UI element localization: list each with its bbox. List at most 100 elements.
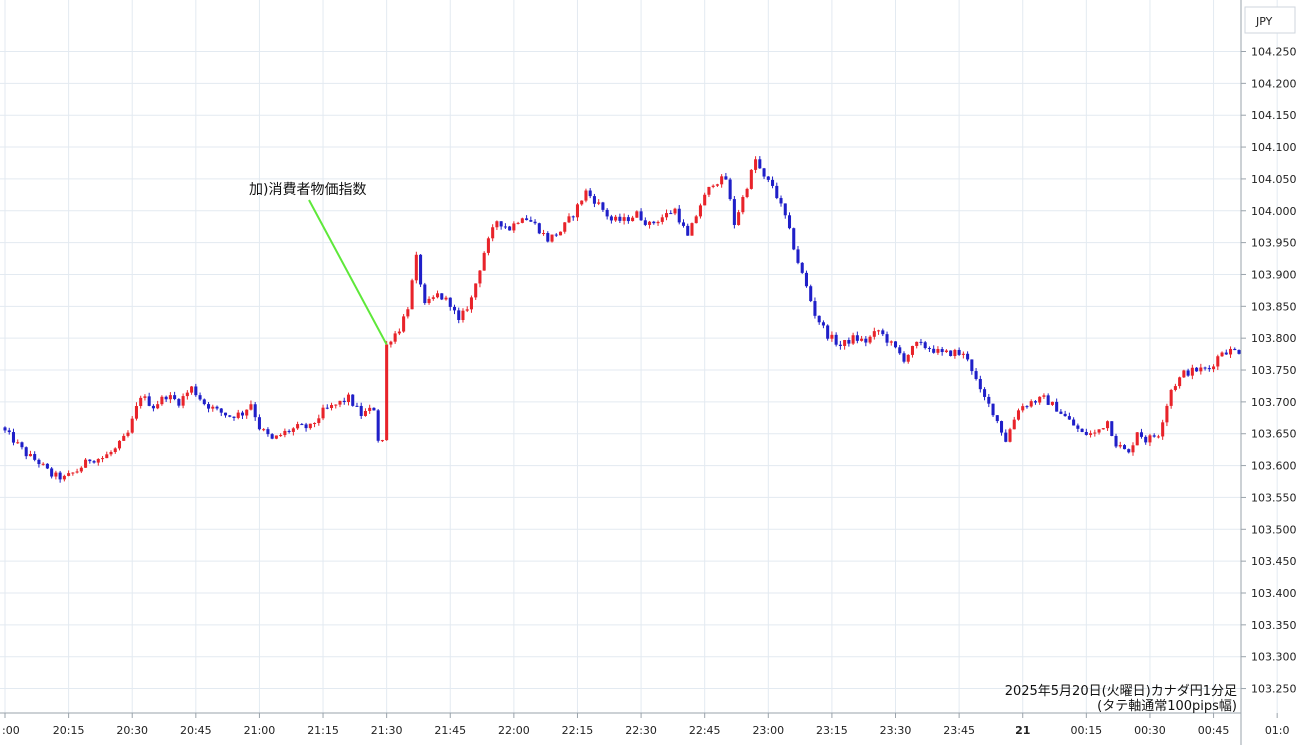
candle-body	[711, 185, 715, 187]
annotation: 加)消費者物価指数	[249, 182, 388, 346]
candle-body	[1016, 410, 1021, 420]
candle-body	[207, 404, 211, 409]
candle-body	[283, 430, 287, 436]
price-tick-label: 103.400	[1251, 587, 1297, 600]
candle-body	[703, 194, 707, 206]
candle-body	[296, 424, 300, 429]
time-tick-label: 21:45	[434, 724, 466, 737]
candle-body	[868, 336, 872, 343]
candle-body	[11, 432, 16, 443]
price-tick-label: 103.650	[1251, 428, 1297, 441]
time-tick-label: 20:45	[180, 724, 212, 737]
candle-body	[1122, 445, 1127, 450]
candle-body	[3, 427, 7, 431]
candle-body	[351, 394, 355, 406]
caption-line-2: (タテ軸通常100pips幅)	[1097, 699, 1237, 714]
horizontal-grid	[0, 51, 1241, 690]
candle-body	[101, 458, 105, 460]
time-tick-label: 23:30	[880, 724, 912, 737]
candle-body	[754, 159, 758, 170]
candle-body	[181, 396, 185, 406]
candle-body	[940, 349, 944, 353]
candle-body	[809, 286, 813, 302]
candle-body	[1233, 348, 1237, 351]
candle-body	[20, 442, 24, 448]
candle-body	[758, 159, 762, 169]
price-tick-label: 104.050	[1251, 173, 1297, 186]
candle-body	[28, 454, 32, 457]
candle-body	[198, 395, 202, 400]
candle-body	[1072, 419, 1076, 426]
candle-body	[597, 202, 601, 204]
candle-body	[860, 338, 864, 341]
candle-body	[79, 467, 83, 472]
candle-body	[406, 309, 410, 317]
candle-body	[1135, 432, 1139, 446]
candle-body	[537, 223, 541, 234]
time-tick-label: 22:45	[689, 724, 721, 737]
candle-body	[834, 334, 838, 345]
time-tick-label: 00:45	[1198, 724, 1230, 737]
candle-body	[953, 349, 957, 357]
candle-body	[219, 408, 223, 413]
candle-body	[215, 406, 219, 409]
candle-body	[113, 448, 117, 453]
candle-body	[766, 176, 770, 180]
candle-body	[478, 270, 482, 284]
candle-body	[465, 309, 469, 311]
candle-body	[936, 349, 940, 353]
candle-body	[1114, 435, 1118, 447]
candle-body	[949, 350, 953, 357]
candle-body	[177, 399, 181, 406]
candle-body	[385, 344, 389, 441]
candles	[3, 156, 1241, 483]
candle-body	[974, 371, 978, 379]
unit-label: JPY	[1255, 15, 1273, 28]
price-tick-label: 103.500	[1251, 523, 1297, 536]
candle-body	[410, 280, 414, 310]
candle-body	[1012, 419, 1016, 430]
candle-body	[143, 396, 147, 398]
candle-body	[516, 222, 520, 224]
candle-body	[796, 249, 800, 263]
candle-body	[508, 226, 512, 231]
candle-body	[575, 204, 580, 218]
candle-body	[622, 217, 626, 221]
candle-body	[983, 389, 987, 397]
candle-body	[342, 400, 346, 403]
candle-body	[503, 226, 507, 228]
candle-body	[156, 404, 160, 409]
candle-body	[1203, 367, 1207, 369]
candle-body	[423, 284, 427, 304]
candle-body	[1156, 436, 1160, 438]
candle-body	[168, 395, 172, 400]
candle-body	[580, 200, 584, 205]
candle-body	[1207, 368, 1211, 370]
candle-body	[291, 428, 295, 432]
candle-body	[62, 475, 66, 480]
candle-body	[287, 430, 291, 432]
candle-body	[7, 430, 11, 433]
candle-body	[75, 471, 79, 473]
candle-body	[16, 442, 20, 444]
candle-body	[771, 179, 775, 186]
candle-body	[211, 406, 215, 409]
candle-body	[151, 405, 155, 409]
candle-body	[966, 353, 970, 360]
price-tick-label: 104.200	[1251, 77, 1297, 90]
candle-body	[652, 221, 656, 224]
candle-body	[469, 297, 473, 310]
candle-body	[745, 188, 749, 198]
time-tick-label: 21:00	[244, 724, 276, 737]
candle-body	[185, 392, 189, 397]
candle-body	[707, 186, 711, 195]
price-tick-label: 103.900	[1251, 268, 1297, 281]
price-tick-label: 103.600	[1251, 460, 1297, 473]
price-tick-label: 103.350	[1251, 619, 1297, 632]
candle-body	[1173, 386, 1177, 390]
candle-body	[24, 447, 28, 457]
candle-body	[817, 315, 821, 323]
candle-body	[1144, 436, 1148, 443]
time-tick-label: :00	[2, 724, 20, 737]
candle-body	[431, 297, 435, 299]
